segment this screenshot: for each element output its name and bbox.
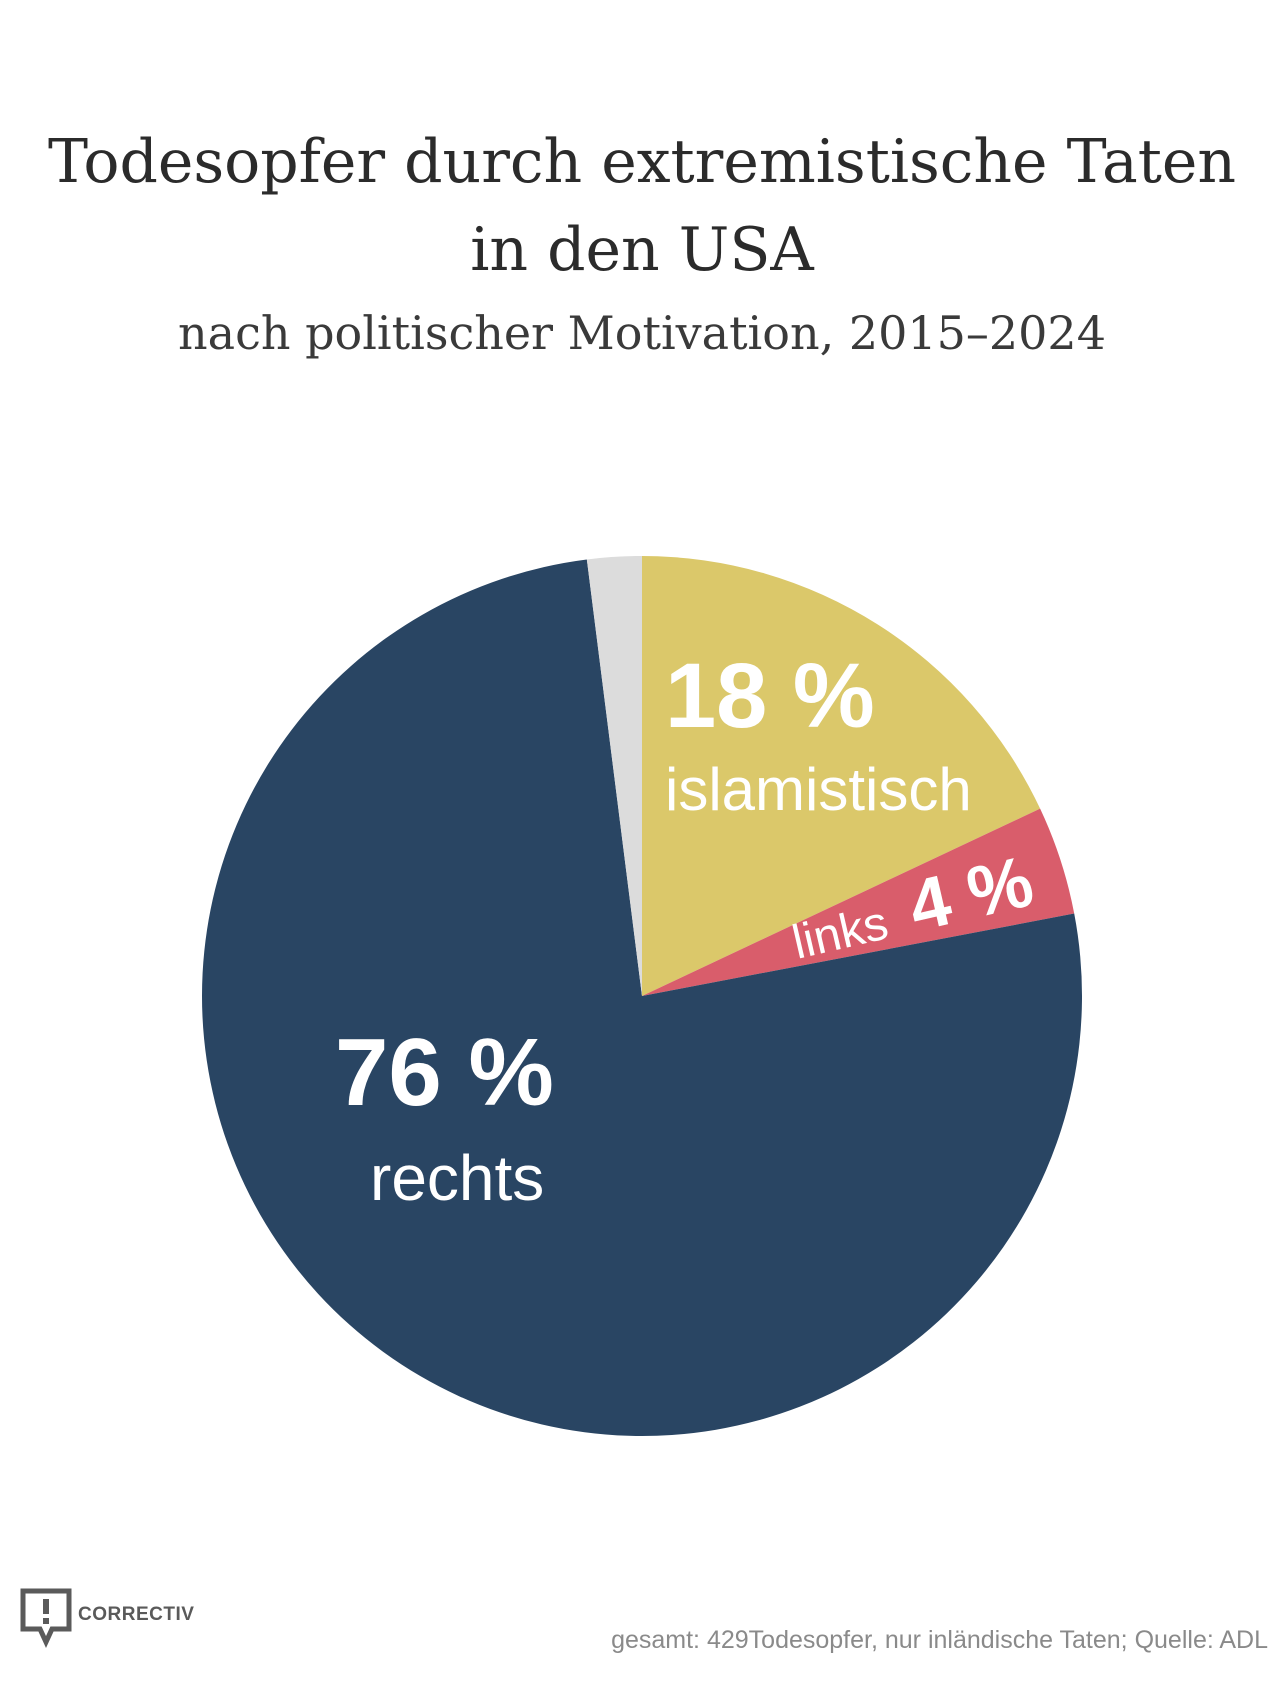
chart-title-line-2: in den USA [470, 215, 814, 285]
speech-bubble-exclamation-icon [20, 1588, 72, 1648]
slice-label-islamistisch-value: 18 % [665, 645, 875, 747]
pie-slices [202, 556, 1083, 1436]
slice-label-islamistisch-name: islamistisch [665, 756, 972, 823]
brand-logo-text: CORRECTIV [78, 1604, 195, 1625]
chart-subtitle: nach politischer Motivation, 2015–2024 [178, 306, 1106, 360]
pie-slice-links [642, 808, 1075, 996]
slice-label-rechts-value: 76 % [335, 1019, 554, 1126]
pie-slice-islamistisch [642, 556, 1041, 996]
pie-slice-sonstige [586, 556, 642, 996]
chart-title: Todesopfer durch extremistische Taten in… [0, 118, 1284, 294]
chart-title-line-1: Todesopfer durch extremistische Taten [47, 127, 1237, 197]
pie-slice-rechts [202, 559, 1083, 1436]
footer-note: gesamt: 429Todesopfer, nur inländische T… [611, 1626, 1268, 1654]
slice-label-rechts-name: rechts [370, 1142, 544, 1214]
